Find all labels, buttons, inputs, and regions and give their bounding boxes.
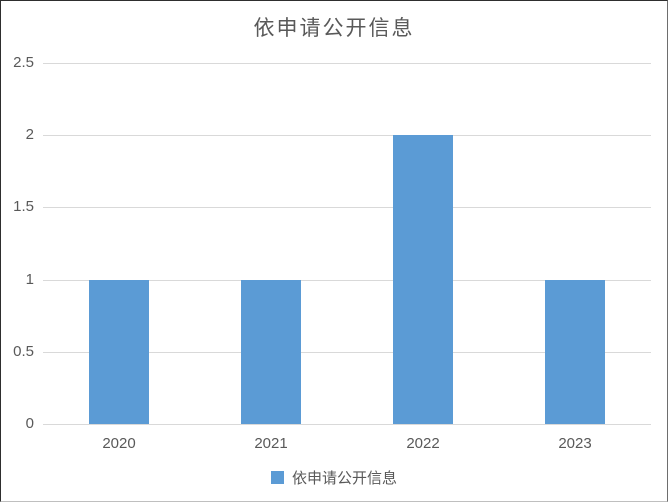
- x-axis-tick-label: 2022: [406, 435, 440, 452]
- y-axis-tick-label: 1.5: [13, 198, 34, 215]
- bar: [241, 280, 301, 424]
- legend-swatch-icon: [270, 471, 284, 484]
- gridline: [43, 135, 651, 136]
- gridline: [43, 352, 651, 353]
- bar: [545, 280, 605, 424]
- x-axis-tick-label: 2020: [102, 435, 136, 452]
- bar: [393, 135, 453, 424]
- legend: 依申请公开信息: [1, 467, 667, 488]
- y-axis-tick-label: 2.5: [13, 54, 34, 71]
- y-axis-tick-label: 1: [25, 271, 34, 288]
- bar: [89, 280, 149, 424]
- y-axis-tick-label: 2: [25, 126, 34, 143]
- chart-title: 依申请公开信息: [253, 17, 415, 40]
- y-axis-tick-label: 0: [25, 415, 34, 432]
- gridline: [43, 424, 651, 425]
- y-axis-tick-label: 0.5: [13, 343, 34, 360]
- gridline: [43, 280, 651, 281]
- x-axis-tick-label: 2021: [254, 435, 288, 452]
- x-axis-tick-label: 2023: [558, 435, 592, 452]
- legend-label: 依申请公开信息: [291, 470, 397, 487]
- gridline: [43, 63, 651, 64]
- gridline: [43, 207, 651, 208]
